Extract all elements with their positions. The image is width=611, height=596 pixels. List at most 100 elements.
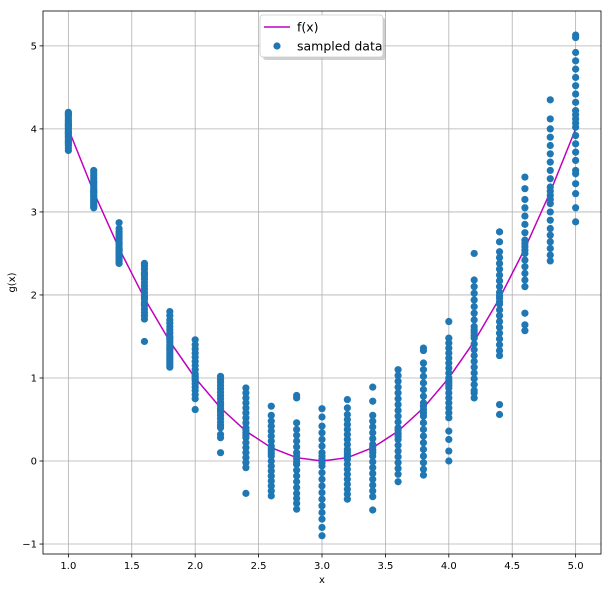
sample-point <box>470 316 478 324</box>
sample-point <box>293 499 301 507</box>
sample-point <box>90 188 98 196</box>
sample-point <box>394 470 402 478</box>
sample-point <box>546 216 554 224</box>
sample-point <box>419 419 428 427</box>
sample-point <box>394 389 402 397</box>
sample-point <box>140 293 149 302</box>
sample-point <box>394 395 402 403</box>
sample-point <box>470 375 478 383</box>
sample-point <box>267 444 275 453</box>
sample-point <box>445 435 453 444</box>
sample-point <box>369 493 377 501</box>
sample-point <box>521 204 529 212</box>
sample-point <box>369 449 377 457</box>
sample-point <box>267 449 275 458</box>
sample-point <box>140 270 149 278</box>
sample-point <box>343 440 351 449</box>
sample-point <box>495 341 504 349</box>
sample-point <box>242 489 250 497</box>
x-tick-label: 5.0 <box>568 561 584 572</box>
sample-point <box>369 423 377 431</box>
sample-point <box>470 363 478 371</box>
sample-point <box>572 98 580 106</box>
sample-point <box>521 246 529 254</box>
sample-point <box>521 229 529 237</box>
sample-point <box>216 406 225 414</box>
legend-marker-swatch <box>273 42 281 50</box>
sample-point <box>267 402 275 410</box>
sample-point <box>572 65 580 73</box>
sample-point <box>318 459 326 467</box>
sample-point <box>470 351 478 360</box>
sample-point <box>267 492 275 500</box>
sample-point <box>242 409 250 417</box>
sample-point <box>470 309 478 317</box>
sample-point <box>166 363 174 371</box>
sample-point <box>267 487 275 495</box>
sample-point <box>216 449 225 457</box>
sample-point <box>495 323 504 331</box>
sample-point <box>293 452 301 460</box>
sample-point <box>521 283 529 291</box>
sample-point <box>267 467 275 475</box>
sample-point <box>445 334 453 342</box>
sample-point <box>470 302 478 311</box>
sample-point <box>369 464 377 472</box>
sample-point <box>267 457 275 465</box>
sample-point <box>369 411 377 419</box>
sample-point <box>242 384 250 392</box>
x-tick-label: 1.5 <box>124 561 140 572</box>
sample-point <box>572 180 580 188</box>
sample-point <box>445 404 453 412</box>
sample-point <box>419 425 428 434</box>
sample-point <box>293 431 301 439</box>
sample-point <box>394 366 402 374</box>
sample-point <box>343 425 351 434</box>
sample-point <box>64 129 72 137</box>
grid <box>43 11 601 554</box>
sample-point <box>293 466 301 474</box>
sample-point <box>521 239 529 248</box>
sample-point <box>293 478 301 486</box>
sample-point <box>419 392 428 400</box>
x-axis-label: x <box>319 575 325 586</box>
sample-point <box>369 429 377 437</box>
sample-point <box>445 381 453 390</box>
sample-point <box>191 336 199 344</box>
sample-point <box>546 257 554 265</box>
sample-point <box>293 472 301 480</box>
sample-point <box>293 425 301 434</box>
sample-point <box>521 256 529 264</box>
sample-point <box>267 427 275 435</box>
sample-point <box>445 317 453 326</box>
sample-point <box>318 515 326 523</box>
sample-point <box>419 366 428 374</box>
sample-point <box>546 141 554 150</box>
y-tick-label: 3 <box>31 207 37 218</box>
sample-point <box>495 271 504 279</box>
sample-point <box>445 414 453 422</box>
sample-point <box>242 464 250 472</box>
sample-point <box>369 383 377 391</box>
sample-point <box>546 231 554 239</box>
sample-point <box>318 482 326 490</box>
sample-point <box>64 110 72 118</box>
axis-ticks: 1.0 1.5 2.0 2.5 3.0 3.5 4.0 4.5 5.0 −1 0 1 2 3 4 5 <box>22 41 583 572</box>
sample-point <box>318 475 326 483</box>
sample-point <box>343 495 351 503</box>
sample-point <box>242 459 250 467</box>
sample-point <box>572 170 580 178</box>
sample-point <box>343 470 351 478</box>
sample-point <box>572 111 580 119</box>
sample-point <box>419 465 428 473</box>
sample-point <box>343 475 351 483</box>
sample-point <box>572 131 580 140</box>
sample-point <box>394 377 402 385</box>
sample-point <box>521 327 529 335</box>
sample-point <box>242 394 250 402</box>
sample-point <box>419 386 428 394</box>
sample-point <box>572 156 580 165</box>
sample-point <box>521 220 529 228</box>
sample-point <box>445 447 453 455</box>
sample-point <box>495 329 504 337</box>
